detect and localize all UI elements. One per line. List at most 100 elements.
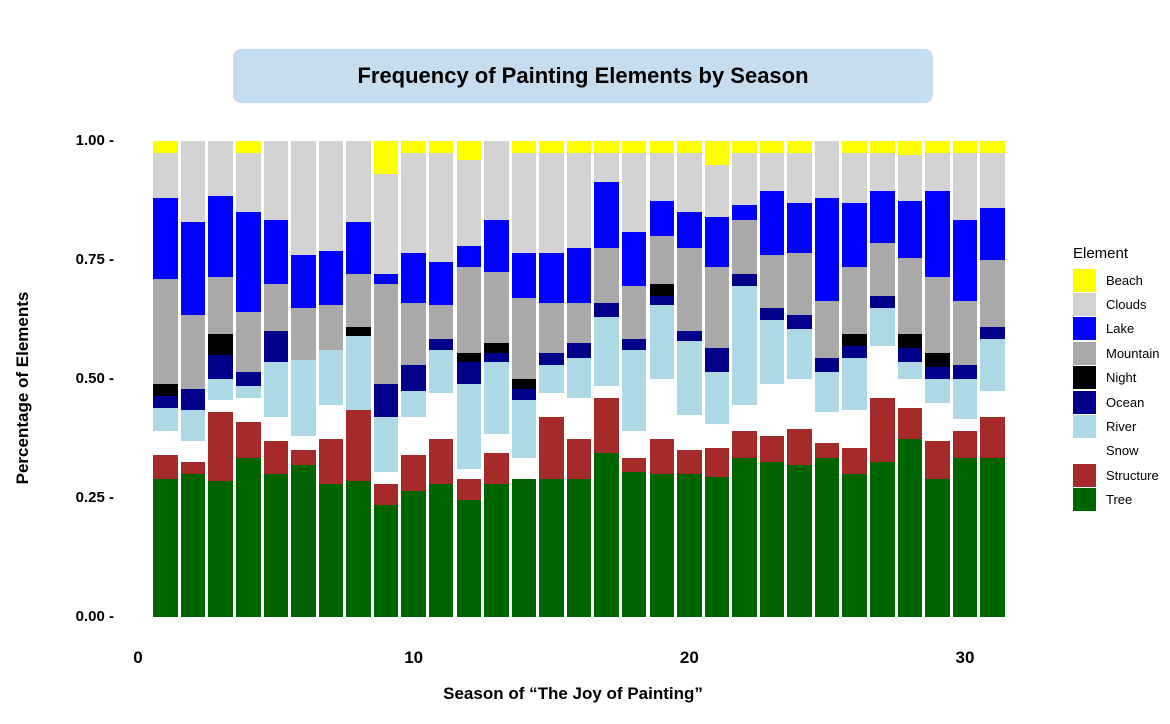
bar-segment-structure: [291, 450, 316, 465]
bar-segment-snow: [677, 414, 702, 451]
bar-segment-river: [511, 400, 537, 458]
bar-segment-snow: [511, 457, 537, 479]
bar-segment-structure: [208, 412, 233, 482]
bar-segment-snow: [373, 471, 399, 484]
bar-segment-lake: [732, 205, 757, 220]
bar-segment-ocean: [897, 348, 923, 363]
legend-label: Lake: [1106, 321, 1135, 337]
bar-segment-clouds: [787, 152, 812, 203]
bar-segment-snow: [980, 390, 1005, 418]
bar-segment-clouds: [842, 152, 867, 203]
bar-segment-mountain: [704, 267, 730, 349]
bar-segment-tree: [897, 438, 923, 617]
bar-segment-river: [539, 364, 564, 394]
bar-segment-mountain: [787, 252, 812, 315]
bar-segment-tree: [539, 478, 564, 617]
bar-segment-river: [263, 362, 289, 418]
bar-segment-beach: [787, 141, 812, 153]
bar-segment-ocean: [842, 345, 867, 358]
bar-segment-lake: [511, 252, 537, 299]
season-bar: [621, 141, 647, 617]
legend-item-snow: Snow: [1073, 439, 1159, 463]
bar-segment-tree: [566, 478, 592, 617]
season-bar: [373, 141, 399, 617]
bar-segment-river: [732, 286, 757, 406]
bar-segment-beach: [621, 141, 647, 153]
legend-label: Ocean: [1106, 394, 1145, 410]
season-bar: [456, 141, 482, 617]
bar-segment-night: [897, 333, 923, 349]
bar-segment-structure: [484, 452, 509, 484]
legend-item-tree: Tree: [1073, 488, 1159, 512]
bar-segment-ocean: [428, 338, 454, 351]
bar-segment-tree: [677, 474, 702, 617]
bar-segment-lake: [539, 252, 564, 303]
bar-segment-ocean: [456, 362, 482, 384]
bar-segment-structure: [401, 455, 426, 491]
bar-segment-mountain: [897, 257, 923, 334]
bar-segment-structure: [373, 483, 399, 506]
bar-segment-river: [952, 379, 978, 420]
bar-segment-ocean: [511, 388, 537, 401]
bar-segment-mountain: [346, 274, 371, 327]
bar-segment-snow: [787, 379, 812, 429]
bar-segment-mountain: [180, 314, 206, 389]
bar-segment-ocean: [153, 395, 178, 408]
bar-segment-snow: [456, 469, 482, 479]
bar-segment-lake: [346, 221, 371, 275]
bar-segment-lake: [318, 250, 344, 306]
bar-segment-mountain: [814, 300, 840, 358]
bar-segment-mountain: [456, 267, 482, 353]
bar-segment-snow: [814, 412, 840, 444]
bar-segment-clouds: [153, 152, 178, 199]
bar-segment-clouds: [870, 152, 895, 192]
plot-area: [138, 141, 1018, 617]
bar-segment-tree: [263, 474, 289, 617]
bar-segment-river: [484, 362, 509, 434]
season-bar: [263, 141, 289, 617]
bar-segment-night: [346, 326, 371, 337]
season-bar: [704, 141, 730, 617]
bar-segment-mountain: [428, 305, 454, 339]
legend-label: Tree: [1106, 492, 1133, 508]
bar-segment-tree: [870, 462, 895, 617]
bar-segment-river: [180, 409, 206, 441]
bar-segment-beach: [594, 141, 619, 153]
bar-segment-snow: [842, 409, 867, 449]
season-bar: [236, 141, 261, 617]
season-bar: [484, 141, 509, 617]
bar-segment-snow: [925, 402, 950, 441]
bar-segment-structure: [456, 478, 482, 501]
legend-label: Beach: [1106, 272, 1143, 288]
season-bar: [153, 141, 178, 617]
bar-segment-clouds: [484, 141, 509, 220]
bar-segment-snow: [594, 386, 619, 399]
bar-segment-lake: [759, 191, 785, 256]
bar-segment-river: [759, 319, 785, 384]
bar-segment-clouds: [263, 141, 289, 220]
bar-segment-ocean: [925, 367, 950, 380]
bar-segment-clouds: [346, 141, 371, 222]
bar-segment-snow: [732, 405, 757, 432]
bar-segment-clouds: [980, 152, 1005, 208]
bar-segment-beach: [677, 141, 702, 153]
bar-segment-structure: [677, 450, 702, 475]
season-bar: [291, 141, 316, 617]
bar-segment-lake: [428, 262, 454, 306]
bar-segment-clouds: [814, 141, 840, 199]
bar-segment-river: [870, 307, 895, 346]
bar-segment-clouds: [925, 152, 950, 192]
bar-segment-tree: [732, 457, 757, 617]
bar-segment-structure: [180, 462, 206, 475]
bar-segment-mountain: [401, 302, 426, 365]
bar-segment-lake: [263, 219, 289, 284]
bar-segment-ocean: [677, 331, 702, 341]
bar-segment-structure: [925, 440, 950, 479]
x-tick-label: 20: [679, 648, 699, 667]
bar-segment-river: [291, 360, 316, 437]
bar-segment-snow: [704, 424, 730, 449]
season-bar: [732, 141, 757, 617]
bar-segment-mountain: [621, 286, 647, 339]
chart-title: Frequency of Painting Elements by Season: [357, 63, 809, 88]
bar-segment-ocean: [263, 331, 289, 363]
